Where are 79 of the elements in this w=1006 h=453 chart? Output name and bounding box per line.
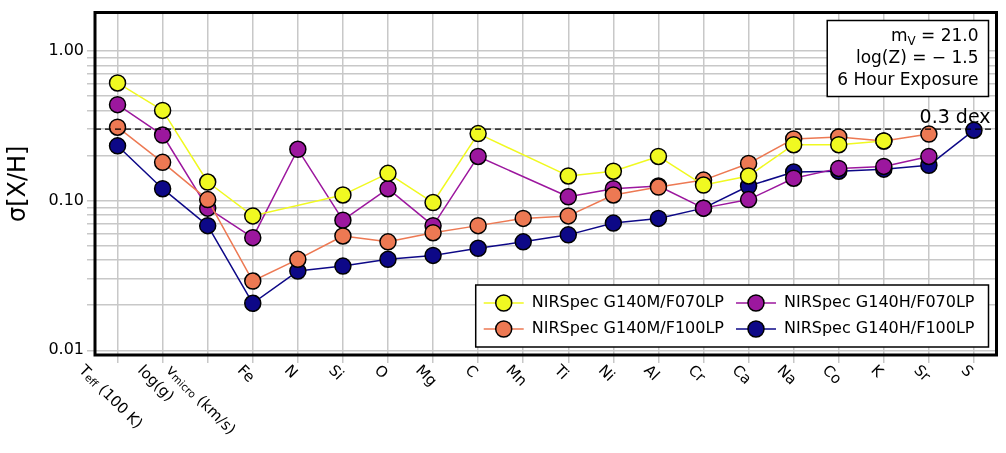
annotation: log(Z) = − 1.5 xyxy=(855,47,979,68)
point xyxy=(514,233,532,251)
point xyxy=(334,186,352,204)
legend-label: NIRSpec G140M/F070LP xyxy=(531,292,725,312)
point xyxy=(108,137,127,155)
x-tick-label: S xyxy=(957,361,978,381)
point xyxy=(244,207,262,225)
point xyxy=(424,246,442,265)
point xyxy=(108,95,127,114)
point xyxy=(469,239,487,258)
point xyxy=(424,223,442,242)
point xyxy=(559,226,578,244)
point xyxy=(739,167,758,185)
point xyxy=(198,190,217,209)
point xyxy=(379,179,397,198)
point xyxy=(334,227,352,245)
point xyxy=(379,164,397,183)
point xyxy=(198,216,217,235)
x-tick-label: Ti xyxy=(550,360,573,383)
x-tick-label: Fe xyxy=(233,361,259,386)
x-tick-label: Sr xyxy=(910,361,935,386)
x-tick-label: Mn xyxy=(502,361,531,390)
point xyxy=(784,135,803,154)
point xyxy=(559,167,578,185)
point xyxy=(379,233,397,251)
x-tick-label: O xyxy=(370,361,393,383)
legend-label: NIRSpec G140M/F100LP xyxy=(531,318,725,338)
x-tick-label: Na xyxy=(773,361,801,389)
point xyxy=(514,209,532,228)
x-tick-label: Si xyxy=(325,361,348,384)
point xyxy=(379,250,397,269)
legend-label: NIRSpec G140H/F070LP xyxy=(783,292,975,312)
point xyxy=(920,147,938,166)
point xyxy=(153,101,172,120)
point xyxy=(784,169,803,187)
x-tick-label: Ni xyxy=(595,361,619,385)
legend-label: NIRSpec G140H/F100LP xyxy=(783,318,975,338)
point xyxy=(829,135,848,154)
point xyxy=(244,228,262,247)
point xyxy=(153,153,172,172)
y-tick-label: 1.00 xyxy=(48,39,84,59)
annotation: 6 Hour Exposure xyxy=(837,69,979,90)
point xyxy=(108,118,127,136)
point xyxy=(153,126,172,144)
x-tick-label: Co xyxy=(818,361,846,388)
point xyxy=(604,186,623,204)
point xyxy=(289,250,307,269)
point xyxy=(694,176,713,194)
point xyxy=(920,125,938,143)
x-tick-label: N xyxy=(280,361,302,382)
point xyxy=(244,294,262,313)
y-tick-label: 0.01 xyxy=(48,339,84,359)
point xyxy=(559,207,578,225)
point xyxy=(198,173,217,191)
y-tick-label: 0.10 xyxy=(48,189,84,209)
point xyxy=(289,140,307,159)
point xyxy=(108,74,127,92)
x-tick-label: K xyxy=(867,361,888,382)
y-axis-title: σ[X/H] xyxy=(2,145,31,223)
ref-line-label: 0.3 dex xyxy=(919,104,991,127)
x-tick-label: Cr xyxy=(684,361,710,387)
x-tick-label: Ca xyxy=(728,361,756,388)
point xyxy=(334,257,352,275)
point xyxy=(739,190,758,209)
point xyxy=(604,214,623,232)
point xyxy=(649,209,668,228)
point xyxy=(153,179,172,198)
point xyxy=(244,272,262,290)
point xyxy=(649,147,668,166)
point xyxy=(604,162,623,180)
point xyxy=(469,216,487,235)
point xyxy=(469,124,487,143)
x-tick-label: Al xyxy=(640,361,664,385)
point xyxy=(469,147,487,166)
point xyxy=(424,193,442,212)
x-tick-label: C xyxy=(461,361,482,382)
point xyxy=(334,211,352,229)
point xyxy=(559,188,578,206)
x-tick-label: Mg xyxy=(412,361,441,390)
